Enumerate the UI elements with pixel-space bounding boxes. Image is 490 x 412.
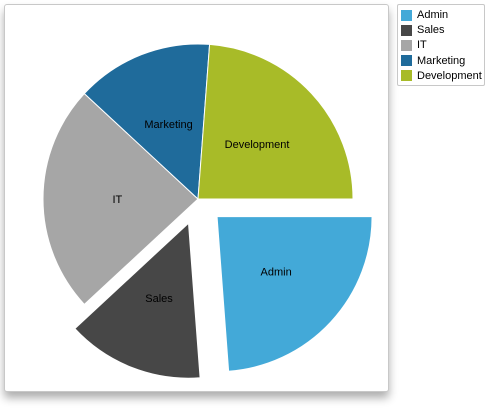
legend-item-sales[interactable]: Sales	[401, 23, 445, 37]
legend-label: IT	[417, 39, 427, 52]
pie-labels: Admin Sales IT Marketing Development	[113, 119, 292, 305]
legend-item-marketing[interactable]: Marketing	[401, 54, 465, 68]
legend-swatch	[401, 55, 412, 67]
legend-label: Marketing	[417, 54, 466, 67]
slice-label-development: Development	[225, 139, 290, 151]
pie-slice-it[interactable]	[42, 92, 199, 306]
slice-label-admin: Admin	[261, 267, 292, 279]
pie-slice-development[interactable]	[197, 43, 354, 200]
legend-item-it[interactable]: IT	[401, 38, 427, 52]
legend-swatch	[401, 39, 412, 51]
chart-legend: Admin Sales IT Marketing Development	[397, 4, 485, 86]
pie-slice-sales[interactable]	[74, 222, 201, 379]
legend-item-development[interactable]: Development	[401, 69, 482, 83]
pie-slice-marketing[interactable]	[83, 43, 211, 201]
legend-label: Admin	[417, 9, 449, 21]
legend-label: Development	[417, 69, 482, 82]
legend-swatch	[401, 70, 412, 82]
legend-swatch	[401, 9, 412, 21]
legend-item-admin[interactable]: Admin	[401, 8, 448, 22]
slice-label-marketing: Marketing	[144, 119, 192, 131]
pie-chart: Admin Sales IT Marketing Development	[42, 43, 373, 379]
slice-label-sales: Sales	[145, 293, 173, 305]
legend-swatch	[401, 24, 412, 36]
legend-label: Sales	[417, 24, 445, 37]
pie-slices	[42, 43, 373, 379]
pie-slice-admin[interactable]	[216, 216, 373, 372]
slice-label-it: IT	[113, 194, 123, 206]
chart-panel: Admin Sales IT Marketing Development	[4, 4, 389, 392]
